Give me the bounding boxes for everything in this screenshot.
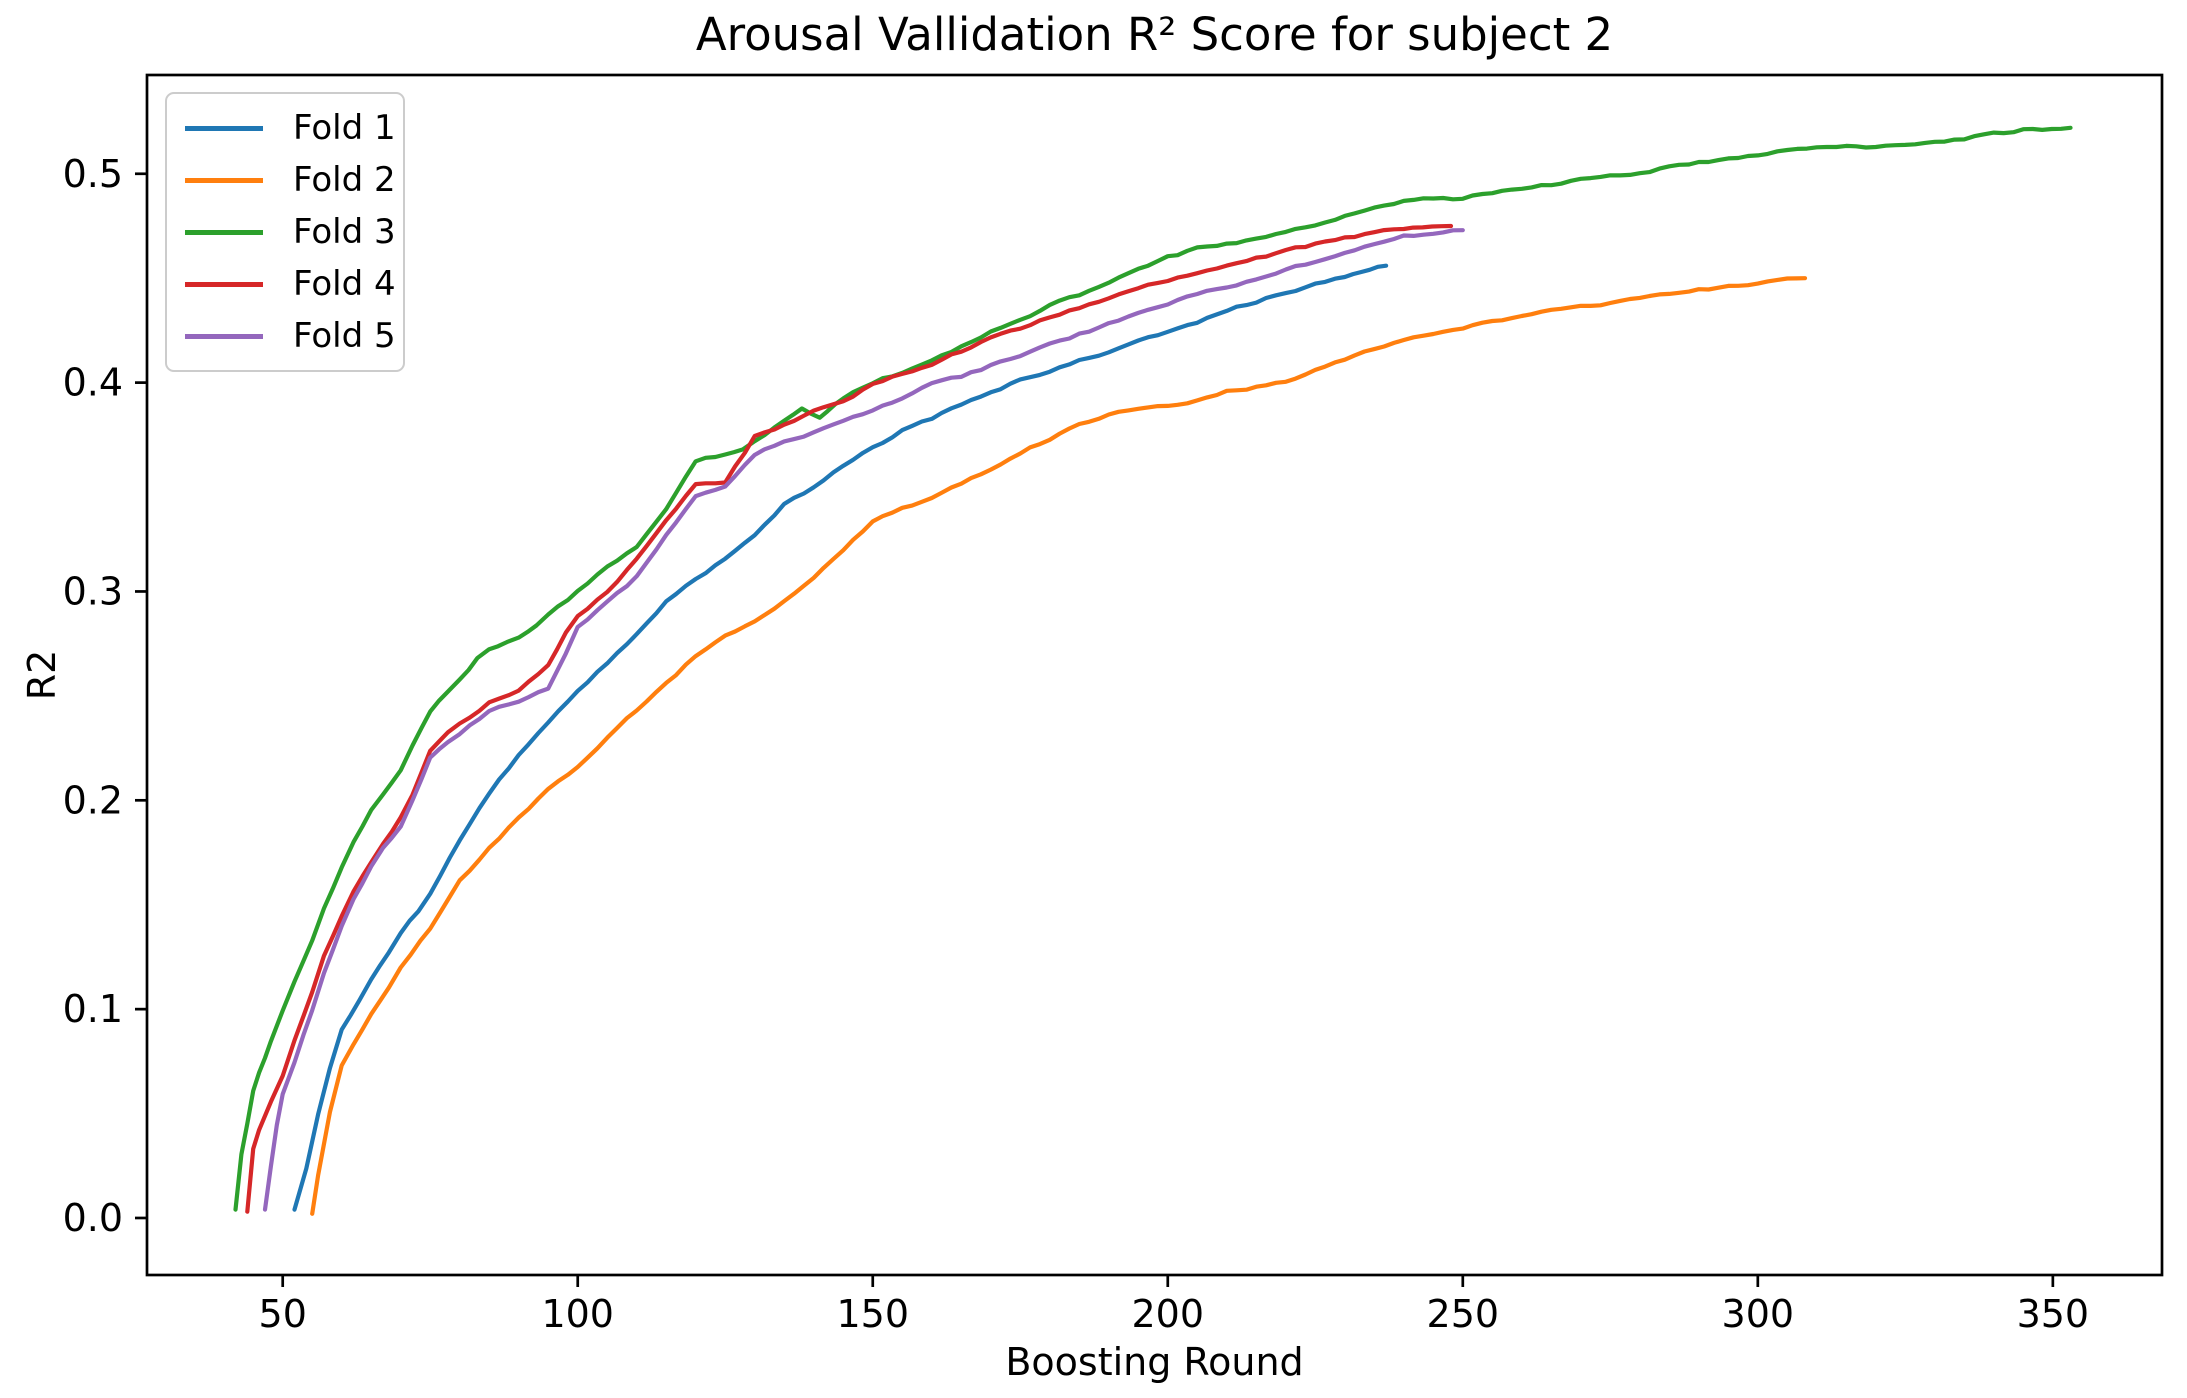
x-axis-label: Boosting Round [1005, 1340, 1304, 1384]
legend-label-fold-2: Fold 2 [293, 160, 396, 200]
y-tick-label-0.2: 0.2 [63, 778, 123, 822]
x-tick-label-200: 200 [1132, 1292, 1205, 1336]
x-tick-label-350: 350 [2017, 1292, 2090, 1336]
legend-item-fold-2: Fold 2 [167, 156, 403, 204]
series-line-fold-1 [292, 263, 1389, 1212]
legend-swatch-fold-2 [185, 177, 263, 183]
legend-swatch-fold-1 [185, 125, 263, 131]
x-tick-label-300: 300 [1722, 1292, 1795, 1336]
legend-swatch-fold-3 [185, 229, 263, 235]
y-tick-label-0.0: 0.0 [63, 1196, 123, 1240]
x-tick-label-50: 50 [259, 1292, 307, 1336]
legend-item-fold-5: Fold 5 [167, 312, 403, 360]
series-line-fold-2 [310, 276, 1808, 1216]
chart-title: Arousal Vallidation R² Score for subject… [695, 8, 1614, 61]
axes-spines [145, 73, 2164, 1277]
series-line-fold-5 [262, 228, 1465, 1212]
legend-item-fold-3: Fold 3 [167, 208, 403, 256]
legend-label-fold-5: Fold 5 [293, 316, 396, 356]
x-tick-label-100: 100 [541, 1292, 614, 1336]
x-tick-label-250: 250 [1427, 1292, 1500, 1336]
legend: Fold 1 Fold 2 Fold 3 Fold 4 Fold 5 [165, 92, 405, 372]
legend-label-fold-4: Fold 4 [293, 264, 396, 304]
y-tick-label-0.4: 0.4 [63, 361, 123, 405]
legend-swatch-fold-5 [185, 333, 263, 339]
y-axis-label: R2 [20, 649, 64, 701]
series-line-fold-3 [233, 125, 2073, 1212]
legend-label-fold-1: Fold 1 [293, 108, 396, 148]
x-tick-label-150: 150 [836, 1292, 909, 1336]
legend-swatch-fold-4 [185, 281, 263, 287]
legend-item-fold-1: Fold 1 [167, 104, 403, 152]
y-tick-label-0.3: 0.3 [63, 569, 123, 613]
legend-item-fold-4: Fold 4 [167, 260, 403, 308]
y-tick-label-0.5: 0.5 [63, 152, 123, 196]
y-tick-label-0.1: 0.1 [63, 987, 123, 1031]
legend-label-fold-3: Fold 3 [293, 212, 396, 252]
series-line-fold-4 [245, 223, 1454, 1214]
